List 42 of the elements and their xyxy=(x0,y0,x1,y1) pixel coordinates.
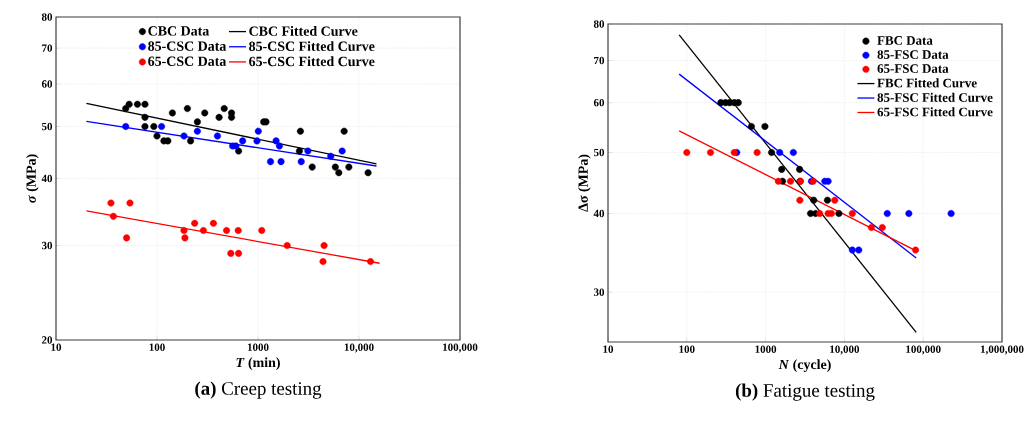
x-tick-label: 100 xyxy=(149,343,165,351)
y-tick-label: 30 xyxy=(593,288,605,296)
legend-label: 85-FSC Fitted Curve xyxy=(877,92,993,102)
legend-label: 65-FSC Fitted Curve xyxy=(877,107,993,117)
legend-label: 65-CSC Data xyxy=(148,56,227,66)
legend-label: FBC Fitted Curve xyxy=(877,78,977,88)
y-tick-label: 60 xyxy=(593,98,605,107)
y-axis-title: σ (MPa) xyxy=(26,154,39,203)
y-tick-label: 60 xyxy=(41,80,53,88)
y-tick-label: 40 xyxy=(41,174,53,183)
text: (b) Fatigue testing xyxy=(735,383,875,401)
legend-label: CBC Fitted Curve xyxy=(249,26,358,36)
y-tick-label: 70 xyxy=(42,44,53,52)
y-axis-title: Δσ (MPa) xyxy=(578,154,591,212)
legend-label: 65-CSC Fitted Curve xyxy=(249,56,375,67)
legend-label: 65-FSC Data xyxy=(877,64,949,73)
x-tick-label: 10 xyxy=(51,343,62,351)
x-tick-label: 1,000,000 xyxy=(980,345,1024,355)
x-axis-title: T (min) xyxy=(236,357,280,370)
legend-label: FBC Data xyxy=(877,36,933,45)
x-tick-label: 1000 xyxy=(247,343,269,351)
y-tick-label: 50 xyxy=(41,122,53,131)
y-tick-label: 20 xyxy=(41,336,53,344)
legend-label: 85-CSC Fitted Curve xyxy=(249,41,375,52)
x-tick-label: 10 xyxy=(603,345,614,353)
y-tick-label: 40 xyxy=(593,209,605,218)
y-tick-label: 70 xyxy=(594,56,605,65)
y-tick-label: 30 xyxy=(41,241,53,250)
x-tick-label: 100,000 xyxy=(443,343,478,353)
legend-label: 85-CSC Data xyxy=(148,41,227,51)
x-axis-title: N (cycle) xyxy=(778,359,831,373)
x-tick-label: 10,000 xyxy=(830,345,860,355)
x-tick-label: 10,000 xyxy=(344,343,374,353)
legend-label: CBC Data xyxy=(148,26,210,36)
x-tick-label: 100,000 xyxy=(906,345,941,355)
y-tick-label: 80 xyxy=(593,20,605,28)
y-tick-label: 50 xyxy=(593,148,605,157)
x-tick-label: 100 xyxy=(679,345,695,353)
text: (a) Creep testing xyxy=(195,381,322,399)
y-tick-label: 80 xyxy=(41,13,53,21)
legend-label: 85-FSC Data xyxy=(877,50,949,59)
x-tick-label: 1000 xyxy=(755,345,777,353)
